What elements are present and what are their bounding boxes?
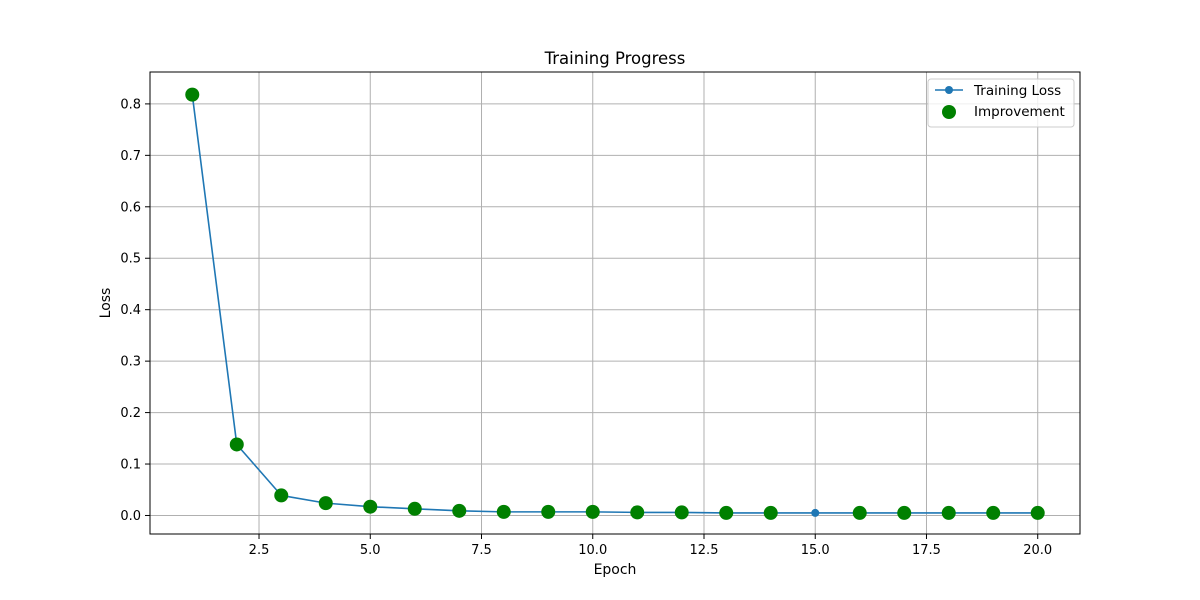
x-tick-label: 7.5 xyxy=(471,543,492,558)
y-tick-label: 0.3 xyxy=(120,355,141,370)
y-tick-label: 0.6 xyxy=(120,200,141,215)
x-tick-label: 10.0 xyxy=(578,543,607,558)
improvement-point xyxy=(852,505,867,520)
improvement-point xyxy=(897,505,912,520)
improvement-point xyxy=(674,505,689,520)
legend-marker-training-loss xyxy=(945,86,953,94)
improvement-point xyxy=(363,499,378,514)
improvement-point xyxy=(541,504,556,519)
x-axis-label: Epoch xyxy=(594,562,637,578)
x-tick-label: 15.0 xyxy=(801,543,830,558)
y-tick-label: 0.7 xyxy=(120,149,141,164)
axis-ticks: 2.5 5.0 7.5 10.0 12.5 15.0 17.5 20.0 0.0 0.1 0.2 0.… xyxy=(120,97,1052,558)
legend: Training Loss Improvement xyxy=(927,78,1075,128)
plot-series xyxy=(185,87,1045,520)
y-axis-label: Loss xyxy=(98,288,114,319)
grid-lines xyxy=(150,72,1080,534)
legend-label-improvement: Improvement xyxy=(974,104,1065,120)
improvement-point xyxy=(229,437,244,452)
y-tick-label: 0.8 xyxy=(120,97,141,112)
improvement-point xyxy=(630,505,645,520)
x-tick-label: 20.0 xyxy=(1023,543,1052,558)
training-loss-line xyxy=(191,94,1038,514)
y-tick-label: 0.5 xyxy=(120,252,141,267)
improvement-point xyxy=(763,505,778,520)
x-tick-label: 17.5 xyxy=(912,543,941,558)
y-tick-label: 0.2 xyxy=(120,406,141,421)
legend-label-training-loss: Training Loss xyxy=(973,83,1061,99)
improvement-point xyxy=(941,505,956,520)
improvement-point xyxy=(274,488,289,503)
y-tick-label: 0.0 xyxy=(120,509,141,524)
y-tick-label: 0.4 xyxy=(120,303,141,318)
x-tick-label: 5.0 xyxy=(360,543,381,558)
improvement-point xyxy=(407,501,422,516)
training-loss-point xyxy=(811,508,820,517)
improvement-point xyxy=(986,505,1001,520)
x-tick-label: 2.5 xyxy=(249,543,270,558)
x-tick-label: 12.5 xyxy=(690,543,719,558)
improvement-point xyxy=(585,504,600,519)
legend-box xyxy=(927,78,1075,128)
improvement-point xyxy=(1030,505,1045,520)
plot-frame xyxy=(149,71,1081,535)
y-tick-label: 0.1 xyxy=(120,458,141,473)
improvement-point xyxy=(452,503,467,518)
legend-marker-improvement xyxy=(942,105,956,119)
improvement-point xyxy=(318,496,333,511)
chart-title: Training Progress xyxy=(544,49,686,68)
improvement-point xyxy=(496,504,511,519)
improvement-point xyxy=(185,87,200,102)
improvement-point xyxy=(719,505,734,520)
